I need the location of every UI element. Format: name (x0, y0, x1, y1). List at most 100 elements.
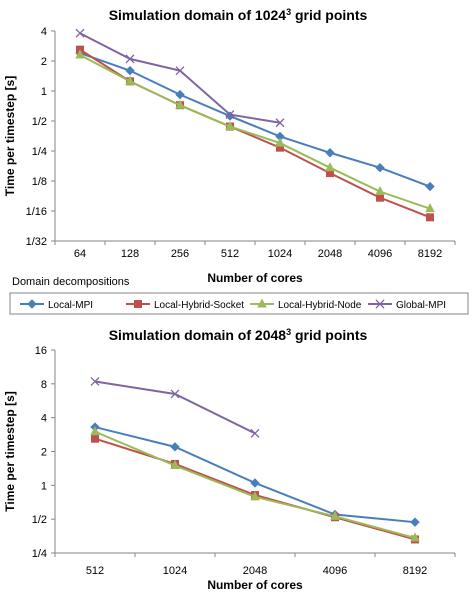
x-tick-label: 2048 (318, 248, 342, 260)
data-point-local-hybrid-node (170, 459, 180, 470)
y-tick-label: 1/2 (32, 514, 47, 526)
series-line-local-hybrid-node (79, 54, 431, 210)
data-point-local-hybrid-socket (376, 193, 384, 202)
legend-box (9, 292, 469, 315)
data-point-global-mpi (225, 110, 235, 120)
data-point-local-hybrid-node (425, 203, 435, 213)
legend-marker-x-stroke-b (375, 299, 385, 309)
chart-2: Simulation domain of 20483 grid points 16… (3, 327, 456, 592)
y-tick-label: 1/4 (32, 548, 47, 560)
x-tick-label: 2048 (243, 565, 267, 577)
x-tick-label: 1024 (268, 248, 292, 260)
data-point-global-mpi (175, 66, 185, 76)
data-point-local-mpi (170, 442, 180, 452)
chart-1-title: Simulation domain of 10243 grid points (109, 7, 368, 23)
data-point-global-mpi-stroke-b (90, 376, 100, 386)
y-tick-label: 1 (41, 86, 47, 98)
series-global-mpi (90, 376, 260, 438)
title-main: Simulation domain of 2048 (109, 327, 287, 343)
series-local-hybrid-node (75, 49, 435, 213)
data-point-global-mpi (170, 389, 180, 399)
legend-marker-diamond (27, 299, 37, 309)
chart-1-y-axis-label: Time per timestep [s] (3, 76, 17, 196)
legend-item-local-hybrid-node: Local-Hybrid-Node (250, 298, 362, 311)
legend-label: Global-MPI (396, 300, 446, 311)
data-point-local-hybrid-node (325, 162, 335, 172)
x-tick-label: 4096 (368, 248, 392, 260)
series-local-mpi (75, 48, 435, 192)
legend-item-local-mpi: Local-MPI (20, 299, 93, 311)
data-point-global-mpi (275, 118, 285, 128)
data-point-local-hybrid-node (330, 510, 340, 520)
title-superscript: 3 (286, 327, 291, 337)
title-main: Simulation domain of 1024 (109, 7, 287, 23)
y-tick-label: 16 (35, 345, 47, 357)
data-point-global-mpi (250, 428, 260, 438)
chart-2-title: Simulation domain of 20483 grid points (109, 327, 368, 343)
series-line-local-mpi (79, 52, 431, 188)
data-point-local-hybrid-socket (426, 213, 434, 222)
legend-marker-square (134, 300, 142, 308)
domain-decompositions-note: Domain decompositions (12, 276, 130, 288)
data-point-global-mpi (125, 54, 135, 64)
legend-item-global-mpi: Global-MPI (368, 299, 446, 311)
data-point-global-mpi (90, 376, 100, 386)
y-tick-label: 1/16 (26, 206, 47, 218)
y-tick-label: 1/32 (26, 236, 47, 248)
data-point-local-hybrid-node (75, 49, 85, 59)
data-point-local-hybrid-node (410, 532, 420, 542)
series-local-hybrid-node (90, 426, 420, 542)
x-tick-label: 512 (221, 248, 239, 260)
data-point-global-mpi-stroke-b (170, 389, 180, 399)
legend-marker-x (375, 299, 385, 309)
x-tick-label: 4096 (323, 565, 347, 577)
y-tick-label: 8 (41, 379, 47, 391)
data-point-local-hybrid-node (275, 137, 285, 147)
chart-2-y-axis-label: Time per timestep [s] (3, 391, 17, 511)
data-point-local-hybrid-node (250, 491, 260, 501)
series-line-global-mpi (79, 32, 281, 124)
legend-label: Local-Hybrid-Socket (154, 300, 244, 311)
data-point-local-hybrid-node (90, 426, 100, 436)
y-tick-label: 1/4 (32, 146, 47, 158)
data-point-local-mpi (325, 148, 335, 158)
x-tick-label: 8192 (418, 248, 442, 260)
legend-label: Local-MPI (48, 300, 93, 311)
y-tick-label: 2 (41, 56, 47, 68)
legend: Local-MPI Local-Hybrid-Socket Local-Hybrid… (9, 292, 469, 315)
legend-marker-triangle (257, 298, 267, 308)
x-tick-label: 1024 (163, 565, 187, 577)
data-point-local-hybrid-node (175, 99, 185, 109)
title-tail: grid points (291, 327, 367, 343)
chart-2-x-axis-label: Number of cores (207, 578, 303, 592)
legend-label: Local-Hybrid-Node (278, 300, 362, 311)
data-point-global-mpi-stroke-b (125, 54, 135, 64)
data-point-global-mpi-stroke-b (250, 428, 260, 438)
data-point-local-mpi (250, 478, 260, 488)
chart-1: Simulation domain of 10243 grid points 4 2… (3, 7, 456, 288)
legend-item-local-hybrid-socket: Local-Hybrid-Socket (126, 300, 244, 311)
data-point-global-mpi-stroke-b (75, 28, 85, 38)
y-tick-label: 1/2 (32, 116, 47, 128)
data-point-local-mpi (125, 65, 135, 76)
x-tick-label: 64 (74, 248, 86, 260)
title-tail: grid points (291, 7, 367, 23)
title-superscript: 3 (286, 7, 291, 17)
x-tick-label: 128 (121, 248, 139, 260)
y-tick-label: 1 (41, 480, 47, 492)
x-tick-label: 512 (86, 565, 104, 577)
data-point-global-mpi-stroke-b (275, 118, 285, 128)
data-point-global-mpi (75, 28, 85, 38)
series-line-local-mpi (94, 426, 416, 524)
data-point-local-mpi (410, 517, 420, 527)
data-point-local-hybrid-node (125, 75, 135, 85)
data-point-local-mpi (375, 162, 385, 173)
data-point-local-mpi (175, 89, 185, 100)
data-point-global-mpi-stroke-b (225, 110, 235, 120)
data-point-local-hybrid-socket (91, 434, 99, 443)
series-global-mpi (75, 28, 285, 128)
chart-1-x-axis-label: Number of cores (207, 271, 303, 285)
data-point-local-hybrid-node (225, 120, 235, 131)
data-point-global-mpi-stroke-b (175, 66, 185, 76)
